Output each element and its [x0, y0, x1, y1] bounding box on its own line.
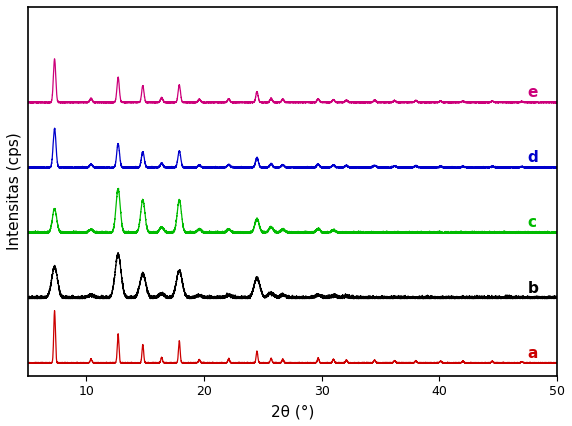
Text: d: d — [527, 150, 538, 165]
Text: b: b — [527, 280, 538, 296]
Text: c: c — [527, 216, 537, 230]
Y-axis label: Intensitas (cps): Intensitas (cps) — [7, 132, 22, 250]
X-axis label: 2θ (°): 2θ (°) — [271, 404, 314, 419]
Text: a: a — [527, 345, 538, 360]
Text: e: e — [527, 85, 538, 100]
